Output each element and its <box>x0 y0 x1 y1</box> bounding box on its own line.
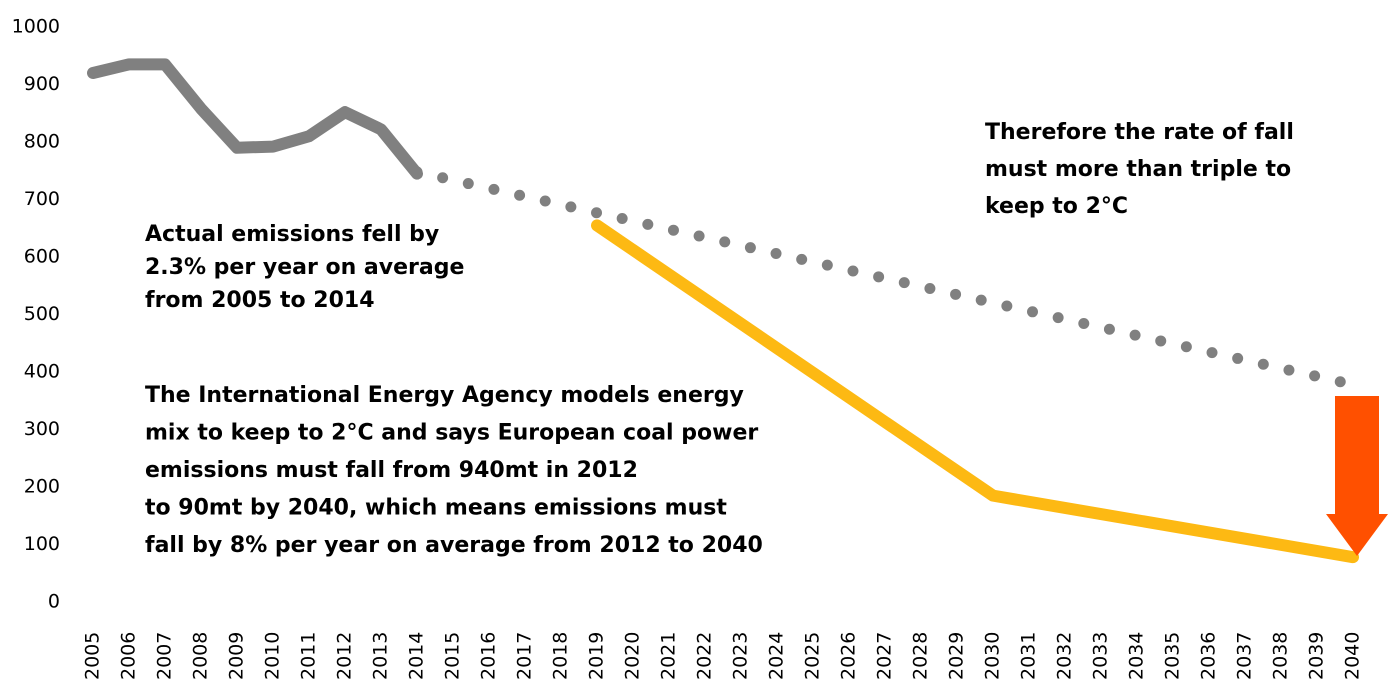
x-tick-label: 2033 <box>1090 632 1112 680</box>
annotation: 2.3% per year on average <box>145 255 464 280</box>
plot: 0 100 200 300 400 500 600 700 800 900 1000 2005 2006… <box>12 16 1364 681</box>
annotation: The International Energy Agency models e… <box>145 383 744 408</box>
x-tick-label: 2029 <box>946 632 968 680</box>
x-tick-label: 2016 <box>478 632 500 680</box>
annotation: fall by 8% per year on average from 2012… <box>145 533 763 558</box>
x-tick-label: 2014 <box>406 632 428 680</box>
x-tick-label: 2023 <box>730 632 752 680</box>
annotation: mix to keep to 2°C and says European coa… <box>145 421 758 446</box>
x-tick-label: 2018 <box>550 632 572 680</box>
x-tick-label: 2026 <box>838 632 860 680</box>
x-tick-label: 2007 <box>154 632 176 680</box>
x-tick-label: 2037 <box>1234 632 1256 680</box>
x-tick-label: 2024 <box>766 632 788 680</box>
x-tick-label: 2017 <box>514 632 536 680</box>
x-tick-label: 2040 <box>1342 632 1364 680</box>
x-tick-label: 2021 <box>658 632 680 680</box>
y-tick-label: 300 <box>24 418 60 440</box>
x-tick-label: 2015 <box>442 632 464 680</box>
annotation: emissions must fall from 940mt in 2012 <box>145 458 638 483</box>
x-tick-label: 2036 <box>1198 632 1220 680</box>
annotation: to 90mt by 2040, which means emissions m… <box>145 496 727 521</box>
x-tick-label: 2011 <box>298 632 320 680</box>
x-tick-label: 2031 <box>1018 632 1040 680</box>
x-tick-label: 2019 <box>586 632 608 680</box>
series-line <box>411 166 1359 391</box>
x-tick-label: 2032 <box>1054 632 1076 680</box>
x-tick-label: 2010 <box>262 632 284 680</box>
x-tick-label: 2009 <box>226 632 248 680</box>
x-tick-label: 2035 <box>1162 632 1184 680</box>
y-tick-label: 800 <box>24 131 60 153</box>
x-tick-label: 2012 <box>334 632 356 680</box>
annotation: from 2005 to 2014 <box>145 288 375 313</box>
x-tick-label: 2038 <box>1270 632 1292 680</box>
x-tick-label: 2039 <box>1306 632 1328 680</box>
x-tick-label: 2028 <box>910 632 932 680</box>
annotation: Actual emissions fell by <box>145 222 439 247</box>
x-tick-label: 2022 <box>694 632 716 680</box>
y-tick-label: 600 <box>24 246 60 268</box>
y-tick-label: 400 <box>24 361 60 383</box>
arrow <box>1326 396 1388 556</box>
x-tick-label: 2008 <box>190 632 212 680</box>
y-tick-label: 0 <box>48 591 60 613</box>
x-tick-label: 2025 <box>802 632 824 680</box>
x-tick-label: 2020 <box>622 632 644 680</box>
annotation: keep to 2°C <box>985 194 1128 219</box>
y-tick-label: 500 <box>24 303 60 325</box>
series-line <box>87 58 423 180</box>
series-line <box>591 219 1359 564</box>
annotation: must more than triple to <box>985 157 1291 182</box>
x-tick-label: 2027 <box>874 632 896 680</box>
y-tick-label: 100 <box>24 533 60 555</box>
x-tick-label: 2013 <box>370 632 392 680</box>
x-tick-label: 2034 <box>1126 632 1148 680</box>
x-tick-label: 2006 <box>118 632 140 680</box>
y-tick-label: 1000 <box>12 16 60 38</box>
x-tick-label: 2005 <box>82 632 104 680</box>
y-tick-label: 700 <box>24 188 60 210</box>
x-tick-label: 2030 <box>982 632 1004 680</box>
y-tick-label: 200 <box>24 476 60 498</box>
annotation: Therefore the rate of fall <box>985 120 1294 145</box>
y-tick-label: 900 <box>24 73 60 95</box>
